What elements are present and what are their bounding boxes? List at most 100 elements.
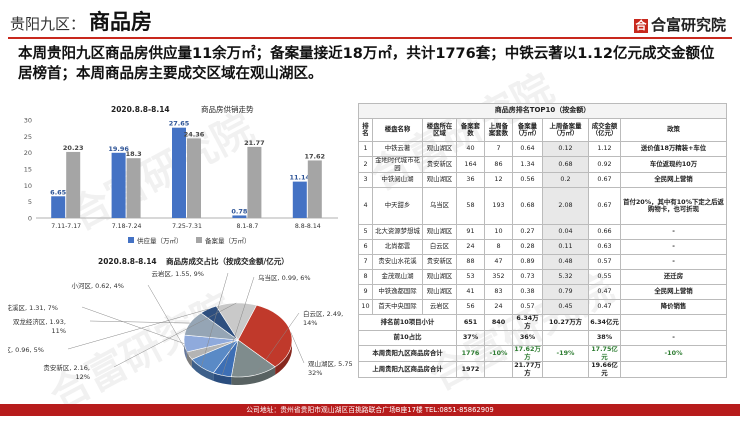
pie-label: 小河区, 0.62, 4% [71, 281, 124, 290]
table-cell: 0.12 [542, 141, 589, 157]
table-cell: 4 [358, 187, 373, 225]
table-row: 10 首天中央国际 云岩区 56 24 0.57 0.45 0.47 降价销售 [358, 299, 728, 315]
table-cell: 首付20%，其中有10%下定之后返购物卡，也可折现 [619, 187, 728, 225]
table-cell: 0.68 [512, 187, 543, 225]
table-cell: 北大资源梦想城 [372, 224, 423, 240]
header-divider [8, 37, 732, 39]
pie-leader-line [254, 312, 300, 376]
table-summary-row: 排名前10项目小计 651 840 6.34万方 10.27万方 6.34亿元 [358, 314, 728, 331]
table-cell: 0.48 [542, 254, 589, 270]
bar [292, 181, 307, 218]
pie-label: 贵安新区, 2.16, 12% [43, 363, 90, 381]
table-cell: 0.57 [512, 299, 543, 315]
table-header-cell: 备案套数 [456, 118, 485, 142]
table-cell: 0.57 [588, 254, 621, 270]
table-cell [619, 314, 728, 331]
table-cell: 5.32 [542, 269, 589, 285]
bar [307, 160, 322, 218]
x-tick-label: 7.25-7.31 [172, 223, 202, 230]
table-cell: 840 [484, 314, 513, 331]
bar-chart-period: 2020.8.8-8.14 [111, 105, 170, 114]
table-cell [484, 361, 513, 378]
pie-label: 观山湖区, 5.75, 32% [308, 359, 353, 377]
table-header-cell: 排名 [358, 118, 373, 142]
table-cell: 还迁房 [619, 269, 728, 285]
x-tick-label: 7.18-7.24 [112, 223, 142, 230]
transaction-share-pie-chart: 2020.8.8-8.14 商品房成交占比（按成交金额/亿元） 观山湖区, 5.… [8, 256, 353, 385]
table-cell: 0.64 [512, 141, 543, 157]
table-cell: 7 [484, 141, 513, 157]
table-cell: 1.34 [512, 156, 543, 173]
table-row: 9 中铁逸都国际 观山湖区 41 83 0.38 0.79 0.47 全民网上营销 [358, 284, 728, 300]
pie-label-percent: 4% [112, 282, 124, 290]
pie-label-name: 云岩区, 1.55, [151, 269, 191, 278]
y-tick-label: 15 [24, 166, 32, 174]
table-cell: 91 [456, 224, 485, 240]
supply-sales-bar-chart: 2020.8.8-8.14 商品房供销走势 0 5 10 15 20 25 30 6.65 20… [24, 104, 338, 245]
table-cell: 56 [456, 299, 485, 315]
pie-label-name: 双龙经济区, 1.93, [13, 317, 66, 326]
table-cell: 6 [358, 239, 373, 255]
legend-label: 备案量（万㎡） [205, 236, 251, 245]
table-cell: 83 [484, 284, 513, 300]
table-summary-row: 前10占比 37% 36% 38% - [358, 330, 728, 346]
table-cell: - [619, 254, 728, 270]
pie-label-percent: 32% [308, 369, 322, 377]
pie-label-name: 小河区, 0.62, [71, 281, 111, 290]
table-cell: 651 [456, 314, 485, 331]
table-cell: 0.92 [588, 156, 621, 173]
table-cell: 24 [456, 239, 485, 255]
table-cell: -19% [542, 345, 589, 362]
table-cell: 北尚都雲 [372, 239, 423, 255]
table-cell: - [619, 224, 728, 240]
table-cell: 0.66 [588, 224, 621, 240]
pie-label-percent: 14% [303, 319, 317, 327]
pie-label-percent: 5% [32, 346, 44, 354]
table-cell: 8 [358, 269, 373, 285]
table-cell: 全民网上营销 [619, 172, 728, 188]
table-cell: 9 [358, 284, 373, 300]
table-row: 3 中铁阅山湖 观山湖区 36 12 0.56 0.2 0.67 全民网上营销 [358, 172, 728, 188]
table-cell: 贵安新区 [422, 156, 457, 173]
table-cell: 1972 [456, 361, 485, 378]
bar-data-label: 24.36 [184, 130, 205, 138]
brand-logo: 合合富研究院 [633, 14, 726, 35]
table-cell: 降价销售 [619, 299, 728, 315]
table-cell: 送价值18万精装+车位 [619, 141, 728, 157]
table-cell [542, 330, 589, 346]
pie-leader-line [89, 320, 190, 324]
table-header-cell: 政策 [619, 118, 728, 142]
footer-text: 公司地址：贵州省贵阳市观山湖区百挑路联合广场B座17楼 TEL:0851-858… [246, 406, 494, 414]
table-cell: 车位返现约10万 [619, 156, 728, 173]
table-caption: 商品房排名TOP10（按金额） [357, 103, 728, 119]
table-row: 5 北大资源梦想城 观山湖区 91 10 0.27 0.04 0.66- [358, 224, 728, 240]
table-header-cell: 成交金额（亿元） [588, 118, 621, 142]
pie-label: 花溪区, 1.31, 7% [8, 303, 58, 312]
pie-label-name: 白云区, 2.49, [303, 309, 343, 318]
pie-leader-line [81, 306, 185, 344]
pie-chart-period: 2020.8.8-8.14 [98, 257, 157, 266]
table-cell: 0.47 [588, 299, 621, 315]
table-row: 4 中天甜乡 乌当区 58 193 0.68 2.08 0.67 首付20%，其中有10%下定之… [358, 187, 728, 225]
table-cell: 观山湖区 [422, 284, 457, 300]
table-cell: 1.12 [588, 141, 621, 157]
table-cell: 贵安山水花溪 [372, 254, 423, 270]
header-prefix: 贵阳九区： [10, 15, 86, 33]
table-cell: 21.77万方 [512, 361, 543, 378]
table-cell: 0.63 [588, 239, 621, 255]
table-cell: 6.34亿元 [588, 314, 621, 331]
table-cell: 前10占比 [358, 330, 457, 346]
table-cell: 白云区 [422, 239, 457, 255]
table-cell: 88 [456, 254, 485, 270]
table-cell: 首天中央国际 [372, 299, 423, 315]
table-cell: 0.73 [512, 269, 543, 285]
table-cell: 中铁云著 [372, 141, 423, 157]
pie-leader-line [201, 272, 229, 368]
table-cell: 37% [456, 330, 485, 346]
table-cell: 金茂观山湖 [372, 269, 423, 285]
table-cell: 0.68 [542, 156, 589, 173]
table-cell: 全民网上营销 [619, 284, 728, 300]
bar-data-label: 20.23 [63, 144, 84, 152]
table-cell: 47 [484, 254, 513, 270]
table-cell: 0.67 [588, 172, 621, 188]
